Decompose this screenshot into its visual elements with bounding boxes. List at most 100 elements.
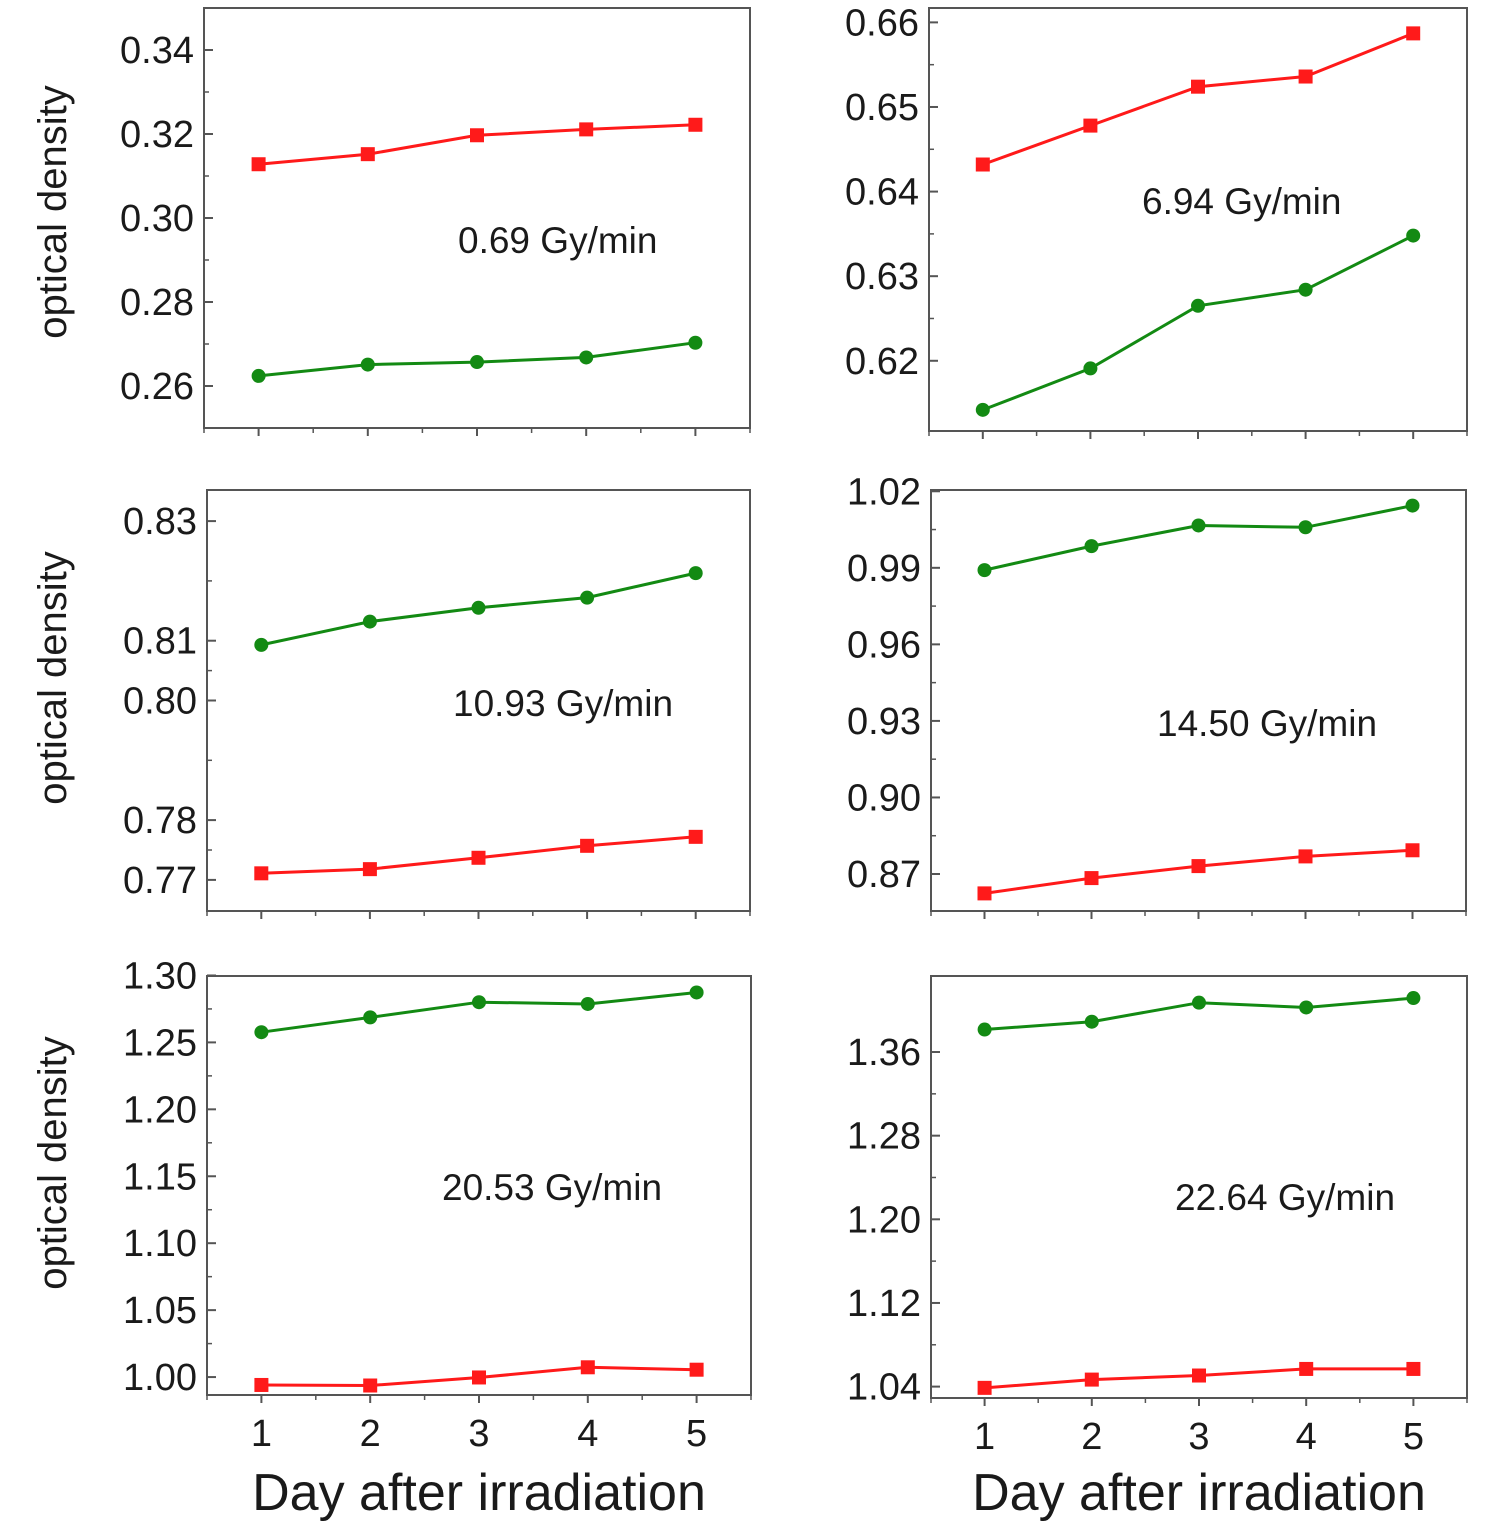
y-tick-label: 0.83 bbox=[123, 501, 197, 543]
data-point-green-circles bbox=[1405, 498, 1420, 513]
y-axis-title: optical density bbox=[31, 551, 75, 804]
y-tick-label: 0.90 bbox=[847, 777, 921, 819]
y-tick-label: 0.32 bbox=[120, 114, 194, 156]
data-point-red-squares bbox=[688, 117, 703, 132]
y-axis-title: optical density bbox=[31, 1036, 75, 1289]
data-point-red-squares bbox=[362, 862, 377, 877]
chart-panel-4: 0.87 0.90 0.93 0.96 0.99 1.02 14.50 Gy/min bbox=[847, 471, 1467, 919]
data-point-red-squares bbox=[580, 1360, 595, 1375]
data-point-green-circles bbox=[580, 996, 595, 1011]
y-tick-label: 0.65 bbox=[845, 87, 919, 129]
y-tick-label: 1.00 bbox=[123, 1357, 197, 1399]
data-point-green-circles bbox=[975, 402, 990, 417]
data-point-red-squares bbox=[1083, 118, 1098, 133]
y-tick-label: 0.30 bbox=[120, 198, 194, 240]
data-point-red-squares bbox=[470, 128, 484, 143]
data-point-green-circles bbox=[471, 600, 486, 615]
y-tick-label: 1.04 bbox=[847, 1367, 921, 1409]
data-point-red-squares bbox=[1084, 871, 1099, 886]
x-tick-label: 5 bbox=[686, 1413, 707, 1455]
data-point-green-circles bbox=[1191, 518, 1206, 533]
dose-rate-label: 22.64 Gy/min bbox=[1175, 1177, 1395, 1218]
y-tick-label: 1.30 bbox=[123, 955, 197, 997]
data-point-green-circles bbox=[579, 350, 594, 365]
data-point-green-circles bbox=[470, 355, 484, 370]
x-tick-label: 3 bbox=[468, 1413, 489, 1455]
y-tick-label: 0.28 bbox=[120, 282, 194, 324]
x-axis-title: Day after irradiation bbox=[252, 1464, 706, 1522]
chart-panel-1: 0.26 0.28 0.30 0.32 0.34 0.69 Gy/min bbox=[120, 7, 751, 436]
chart-panel-6: 1.04 1.12 1.20 1.28 1.36 22.64 Gy/min 1 2 3 4 5 Day… bbox=[847, 975, 1468, 1522]
x-axis-title: Day after irradiation bbox=[972, 1464, 1426, 1522]
data-point-green-circles bbox=[1191, 298, 1205, 313]
y-tick-label: 0.26 bbox=[120, 366, 194, 408]
data-point-green-circles bbox=[254, 637, 269, 652]
data-point-red-squares bbox=[579, 122, 594, 137]
dose-rate-label: 14.50 Gy/min bbox=[1157, 703, 1377, 744]
data-point-red-squares bbox=[1298, 69, 1313, 84]
dose-rate-label: 20.53 Gy/min bbox=[442, 1167, 662, 1208]
data-point-green-circles bbox=[688, 566, 703, 581]
data-point-green-circles bbox=[977, 563, 992, 578]
x-tick-label: 4 bbox=[577, 1413, 598, 1455]
data-point-green-circles bbox=[1084, 539, 1099, 554]
y-tick-label: 0.64 bbox=[845, 172, 919, 214]
data-point-red-squares bbox=[360, 147, 375, 162]
y-tick-label: 0.77 bbox=[123, 860, 197, 902]
x-tick-label: 2 bbox=[1081, 1416, 1102, 1458]
x-tick-label: 1 bbox=[251, 1413, 272, 1455]
y-tick-label: 1.20 bbox=[123, 1089, 197, 1131]
data-point-red-squares bbox=[1298, 849, 1313, 864]
data-point-red-squares bbox=[1406, 1361, 1421, 1376]
data-point-green-circles bbox=[472, 995, 486, 1010]
y-tick-label: 1.05 bbox=[123, 1290, 197, 1332]
y-tick-label: 0.81 bbox=[123, 621, 197, 663]
data-point-red-squares bbox=[254, 1377, 269, 1392]
y-tick-label: 1.12 bbox=[847, 1283, 921, 1325]
y-tick-label: 0.63 bbox=[845, 256, 919, 298]
data-point-red-squares bbox=[1191, 859, 1206, 874]
data-point-red-squares bbox=[1299, 1361, 1314, 1376]
data-point-red-squares bbox=[363, 1378, 378, 1393]
chart-panel-2: 0.62 0.63 0.64 0.65 0.66 6.94 Gy/min bbox=[845, 2, 1468, 439]
x-tick-label: 4 bbox=[1296, 1416, 1317, 1458]
data-point-red-squares bbox=[1405, 843, 1420, 858]
y-tick-label: 1.28 bbox=[847, 1116, 921, 1158]
data-point-green-circles bbox=[251, 368, 266, 383]
chart-panel-3: 0.77 0.78 0.80 0.81 0.83 10.93 Gy/min bbox=[123, 489, 751, 919]
data-point-green-circles bbox=[1406, 228, 1421, 243]
x-tick-label: 5 bbox=[1403, 1416, 1424, 1458]
y-tick-label: 0.93 bbox=[847, 701, 921, 743]
data-point-red-squares bbox=[471, 850, 486, 865]
data-point-green-circles bbox=[360, 357, 375, 372]
dose-rate-label: 10.93 Gy/min bbox=[453, 683, 673, 724]
data-point-red-squares bbox=[251, 157, 266, 172]
data-point-red-squares bbox=[254, 866, 269, 881]
y-tick-label: 0.34 bbox=[120, 30, 194, 72]
dose-rate-label: 6.94 Gy/min bbox=[1142, 181, 1341, 222]
data-point-green-circles bbox=[363, 1010, 378, 1025]
data-point-green-circles bbox=[1299, 1000, 1314, 1015]
data-point-green-circles bbox=[1192, 995, 1206, 1010]
data-point-green-circles bbox=[1083, 361, 1098, 376]
data-point-green-circles bbox=[688, 335, 703, 350]
x-tick-label: 1 bbox=[974, 1416, 995, 1458]
series-line-green-circles bbox=[982, 234, 1414, 412]
plot-frame bbox=[930, 489, 1467, 912]
data-point-green-circles bbox=[1298, 520, 1313, 535]
y-tick-label: 1.20 bbox=[847, 1199, 921, 1241]
data-point-red-squares bbox=[1406, 26, 1421, 41]
data-point-green-circles bbox=[689, 985, 704, 1000]
series-line-green-circles bbox=[984, 504, 1413, 572]
chart-panel-5: 1.00 1.05 1.10 1.15 1.20 1.25 1.30 20.53 Gy/min… bbox=[123, 955, 752, 1522]
data-point-red-squares bbox=[689, 1362, 704, 1377]
y-tick-label: 0.78 bbox=[123, 800, 197, 842]
data-point-red-squares bbox=[472, 1370, 486, 1385]
data-point-red-squares bbox=[975, 157, 990, 172]
y-tick-label: 1.02 bbox=[847, 471, 921, 513]
y-tick-label: 0.66 bbox=[845, 2, 919, 44]
data-point-green-circles bbox=[1406, 991, 1421, 1006]
series-line-red-squares bbox=[982, 32, 1414, 166]
y-tick-label: 0.62 bbox=[845, 341, 919, 383]
data-point-green-circles bbox=[977, 1022, 992, 1037]
